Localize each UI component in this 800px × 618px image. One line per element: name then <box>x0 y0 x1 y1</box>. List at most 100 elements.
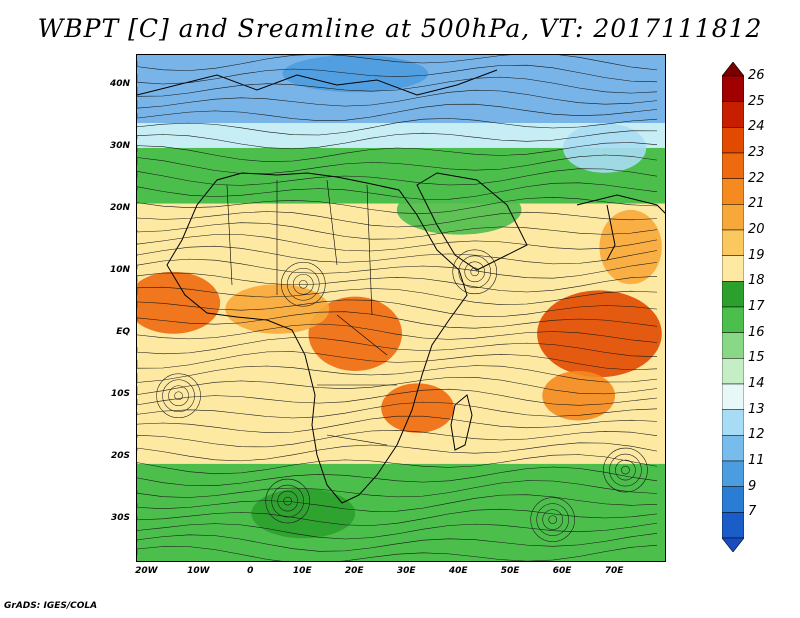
colorbar-segment <box>722 75 744 102</box>
africa-coastline <box>166 172 468 504</box>
vortex-ring-2 <box>530 497 575 542</box>
colorbar-segment <box>722 486 744 513</box>
colorbar-segment <box>722 127 744 154</box>
grads-credit: GrADS: IGES/COLA <box>4 601 98 611</box>
colorbar-label: 15 <box>748 350 765 366</box>
colorbar-label: 9 <box>748 478 757 494</box>
lat-label: 10S <box>110 388 130 399</box>
colorbar-label: 19 <box>748 247 765 263</box>
vortex-ring-0 <box>458 255 492 289</box>
lon-label: 30E <box>396 566 416 576</box>
colorbar-segment <box>722 255 744 282</box>
vortex-ring-5 <box>292 273 314 295</box>
lat-label: 40N <box>109 78 130 89</box>
vortex-ring-0 <box>470 267 480 277</box>
streamline-map <box>136 54 666 562</box>
streamlines <box>137 55 658 561</box>
vortex-ring-3 <box>277 490 298 512</box>
colorbar-label: 14 <box>748 376 765 391</box>
vortex-ring-4 <box>156 373 201 419</box>
colorbar-segment <box>722 101 744 128</box>
colorbar-label: 7 <box>748 504 757 520</box>
colorbar-label: 13 <box>748 401 765 417</box>
field-blob-11 <box>563 123 647 173</box>
colorbar-segment <box>722 460 744 487</box>
vortex-ring-1 <box>603 447 648 493</box>
colorbar-segment <box>722 512 744 539</box>
vortex-ring-4 <box>174 391 183 401</box>
colorbar-top-arrow <box>722 62 744 77</box>
lat-label: EQ <box>116 326 130 337</box>
arabia-coastline <box>416 172 528 271</box>
colorbar-segment <box>722 178 744 205</box>
vortex-ring-3 <box>265 478 310 524</box>
field-blob-9 <box>251 488 356 539</box>
map-title: WBPT [C] and Sreamline at 500hPa, VT: 20… <box>37 14 763 43</box>
colorbar-label: 12 <box>748 427 765 443</box>
colorbar-segment <box>722 332 744 359</box>
colorbar-segment <box>722 152 744 179</box>
vortex-ring-0 <box>452 249 498 295</box>
lon-label: 20E <box>344 566 364 576</box>
vortex-ring-5 <box>280 261 326 307</box>
colorbar-segment <box>722 229 744 256</box>
colorbar-label: 21 <box>748 196 765 212</box>
vortex-ring-2 <box>548 515 557 524</box>
lon-label: 20W <box>135 566 158 576</box>
field-blob-6 <box>599 209 662 285</box>
colorbar-segment <box>722 383 744 410</box>
colorbar-label: 23 <box>748 145 765 160</box>
europe-coastline <box>137 69 498 96</box>
colorbar-label: 25 <box>748 93 765 109</box>
colorbar-segment <box>722 358 744 385</box>
lon-label: 60E <box>552 566 572 576</box>
coastline-layer <box>137 69 665 504</box>
lon-label: 0 <box>247 566 254 576</box>
lon-label: 50E <box>500 566 520 576</box>
map-canvas <box>137 55 665 561</box>
field-blob-8 <box>531 470 584 545</box>
field-blob-4 <box>542 370 616 421</box>
vortex-ring-0 <box>464 261 486 283</box>
madagascar-coastline <box>450 394 473 451</box>
colorbar-label: 16 <box>748 324 765 340</box>
vortex-ring-2 <box>542 509 563 530</box>
colorbar-segment <box>722 281 744 308</box>
colorbar-label: 17 <box>748 299 765 314</box>
colorbar-label: 18 <box>748 273 765 289</box>
lon-label: 70E <box>604 566 624 576</box>
colorbar-segment <box>722 435 744 462</box>
country-borders <box>226 179 397 446</box>
vortex-ring-2 <box>536 503 569 536</box>
wbpt-fill-layer <box>137 55 665 561</box>
streamline-layer <box>137 55 658 561</box>
vortex-ring-3 <box>271 484 304 518</box>
vortex-ring-1 <box>621 465 630 475</box>
lat-label: 20S <box>110 450 130 461</box>
colorbar-label: 11 <box>748 453 765 468</box>
lon-label: 10E <box>292 566 312 576</box>
vortex-ring-4 <box>162 379 195 413</box>
colorbar-label: 20 <box>748 222 765 237</box>
vortex-ring-1 <box>609 453 642 487</box>
colorbar-label: 22 <box>748 170 765 186</box>
colorbar-segment <box>722 306 744 333</box>
lat-label: 10N <box>109 264 130 275</box>
field-blob-3 <box>537 290 662 378</box>
colorbar-segment <box>722 204 744 231</box>
vortex-ring-5 <box>286 267 320 301</box>
lat-label: 20N <box>109 202 130 213</box>
field-blob-10 <box>282 55 428 93</box>
india-coastline <box>576 194 665 261</box>
colorbar-label: 24 <box>748 119 765 135</box>
lon-label: 10W <box>187 566 210 576</box>
vortex-ring-4 <box>168 385 189 407</box>
vortex-ring-1 <box>615 459 636 481</box>
colorbar-label: 26 <box>748 68 765 83</box>
lon-label: 40E <box>448 566 468 576</box>
colorbar-segment <box>722 409 744 436</box>
colorbar-bottom-arrow <box>722 537 744 552</box>
field-band-south-green <box>137 463 665 561</box>
lat-label: 30S <box>110 512 130 523</box>
field-blob-2 <box>381 383 454 433</box>
